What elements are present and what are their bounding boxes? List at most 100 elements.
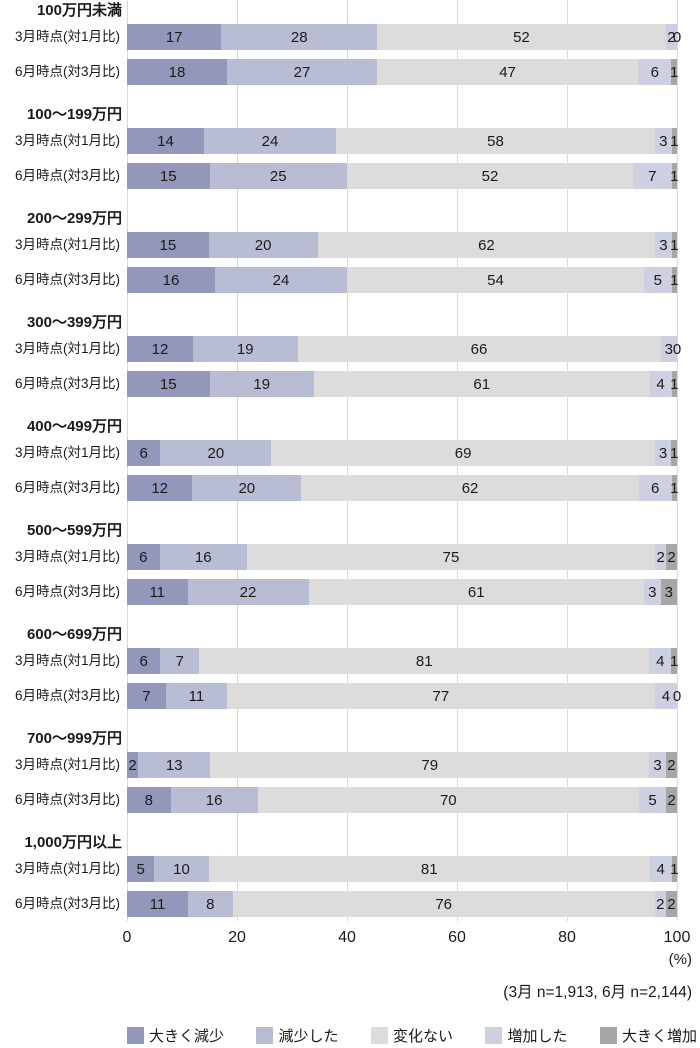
bar-segment: 79: [210, 752, 650, 778]
bar-segment: 3: [660, 336, 677, 362]
bar-segment: 5: [638, 787, 667, 813]
bar-segment: 3: [649, 752, 666, 778]
bar-segment: 1: [670, 856, 678, 882]
bar-segment: 13: [138, 752, 211, 778]
x-axis-unit-label: (%): [668, 951, 692, 968]
x-axis-tick-label: 20: [228, 929, 246, 946]
gridline: [677, 0, 678, 921]
bar-segment: 3: [644, 579, 661, 605]
bar-segment: 4: [649, 648, 672, 674]
bar-segment: 75: [246, 544, 656, 570]
bar-row: 5 10 81 4 1: [127, 856, 678, 882]
bar-segment: 17: [127, 24, 222, 50]
bar-row: 12 20 62 6 1: [127, 475, 678, 501]
bar-segment: 27: [227, 59, 377, 85]
bar-segment: 6: [638, 475, 672, 501]
row-label: 6月時点(対3月比): [14, 272, 120, 287]
bar-row: 6 7 81 4 1: [127, 648, 678, 674]
bar-segment: 1: [670, 371, 678, 397]
bar-row: 8 16 70 5 2: [127, 787, 677, 813]
bar-segment: 61: [308, 579, 644, 605]
row-label: 6月時点(対3月比): [14, 168, 120, 183]
bar-segment: 7: [127, 683, 166, 709]
bar-row: 17285220: [127, 24, 681, 50]
bar-row: 15 19 61 4 1: [127, 371, 678, 397]
bar-segment: 52: [377, 24, 666, 50]
legend-item: 大きく減少: [127, 1025, 224, 1046]
legend-label: 減少した: [278, 1028, 339, 1045]
bar-segment: 1: [670, 475, 678, 501]
bar-row: 11 8 76 2 2: [127, 891, 677, 917]
bar-segment: 20: [192, 475, 302, 501]
bar-segment: 77: [227, 683, 655, 709]
bar-segment: 6: [638, 59, 672, 85]
bar-segment: 2: [127, 752, 139, 778]
bar-row: 15 20 62 3 1: [127, 232, 678, 258]
income-group-label: 100〜199万円: [26, 106, 122, 123]
row-label: 3月時点(対1月比): [14, 237, 120, 252]
bar-row: 12196630: [127, 336, 681, 362]
bar-segment: 15: [127, 232, 209, 258]
bar-row: 16 24 54 5 1: [127, 267, 678, 293]
row-label: 6月時点(対3月比): [14, 480, 120, 495]
legend-label: 変化ない: [392, 1028, 453, 1045]
bar-segment: 3: [660, 579, 677, 605]
bar-segment: 16: [159, 544, 247, 570]
x-axis-tick-label: 80: [558, 929, 576, 946]
bar-row: 18 27 47 6 1: [127, 59, 678, 85]
income-group-label: 700〜999万円: [26, 730, 122, 747]
bar-segment: 15: [127, 163, 210, 189]
bar-segment: 19: [193, 336, 298, 362]
bar-segment: 8: [127, 787, 171, 813]
bar-segment: 76: [232, 891, 655, 917]
legend-swatch: [256, 1027, 274, 1044]
bar-segment: 4: [649, 371, 672, 397]
bar-segment: 69: [271, 440, 655, 466]
bar-row: 7117740: [127, 683, 681, 709]
x-axis-tick-label: 100: [663, 929, 691, 946]
legend-swatch: [485, 1027, 503, 1044]
row-label: 3月時点(対1月比): [14, 133, 120, 148]
row-label: 3月時点(対1月比): [14, 861, 120, 876]
bar-segment: 58: [336, 128, 655, 154]
bar-segment: 25: [209, 163, 347, 189]
bar-segment: 2: [665, 24, 677, 50]
row-label: 3月時点(対1月比): [14, 653, 120, 668]
bar-segment: 12: [127, 336, 193, 362]
bar-segment: 1: [670, 232, 678, 258]
bar-segment: 1: [670, 59, 678, 85]
bar-segment: 2: [654, 891, 666, 917]
bar-segment: 7: [633, 163, 672, 189]
sample-size-note: (3月 n=1,913, 6月 n=2,144): [503, 984, 692, 1001]
bar-segment: 81: [199, 648, 650, 674]
bar-row: 2 13 79 3 2: [127, 752, 677, 778]
x-axis-tick-label: 40: [338, 929, 356, 946]
bar-segment: 24: [215, 267, 347, 293]
bar-row: 6 16 75 2 2: [127, 544, 677, 570]
bar-segment: 16: [170, 787, 258, 813]
bar-segment: 2: [665, 891, 677, 917]
bar-segment: 54: [347, 267, 644, 293]
legend-label: 増加した: [507, 1028, 568, 1045]
bar-segment: 11: [127, 891, 189, 917]
bar-segment: 20: [160, 440, 272, 466]
income-group-label: 200〜299万円: [26, 210, 122, 227]
bar-segment: 7: [160, 648, 200, 674]
bar-segment: 1: [670, 267, 678, 293]
row-label: 3月時点(対1月比): [14, 757, 120, 772]
bar-segment: 1: [670, 440, 678, 466]
bar-segment: 1: [670, 648, 678, 674]
bar-segment: 3: [654, 440, 672, 466]
row-label: 3月時点(対1月比): [14, 29, 120, 44]
legend: 大きく減少 減少した 変化ない 増加した 大きく増加: [127, 1025, 697, 1046]
row-label: 6月時点(対3月比): [14, 376, 120, 391]
bar-segment: 22: [187, 579, 309, 605]
row-label: 3月時点(対1月比): [14, 341, 120, 356]
bar-segment: 28: [221, 24, 377, 50]
bar-segment: 66: [297, 336, 661, 362]
row-label: 3月時点(対1月比): [14, 549, 120, 564]
bar-segment: 12: [127, 475, 193, 501]
legend-swatch: [127, 1027, 144, 1044]
bar-segment: 52: [347, 163, 633, 189]
